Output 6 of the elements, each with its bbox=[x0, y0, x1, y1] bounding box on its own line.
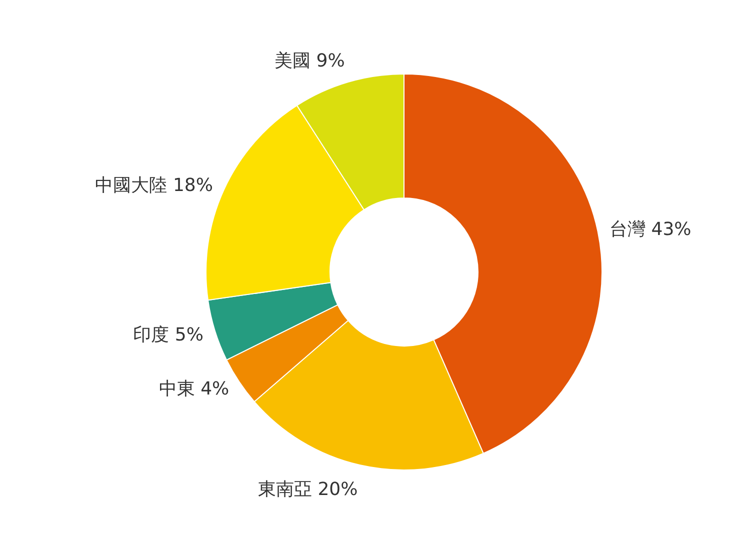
slice-label: 台灣 43% bbox=[610, 218, 692, 240]
slice-label: 中國大陸 18% bbox=[95, 174, 213, 196]
slice-label: 中東 4% bbox=[158, 378, 230, 400]
slice-label: 美國 9% bbox=[274, 50, 345, 72]
slice-label: 東南亞 20% bbox=[258, 478, 358, 500]
slice-label: 印度 5% bbox=[133, 324, 204, 346]
